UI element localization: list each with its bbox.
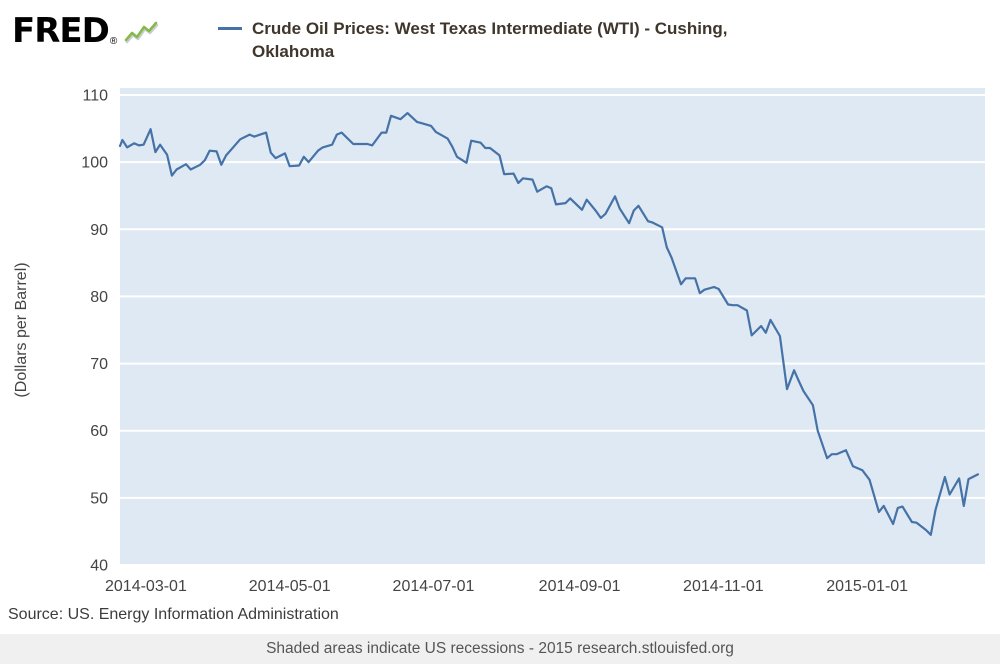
fred-logo-text: FRED — [12, 11, 110, 51]
y-tick-label-90: 90 — [90, 222, 108, 239]
registered-trademark: ® — [109, 36, 118, 47]
header: FRED ® Crude Oil Prices: West Texas Inte… — [0, 0, 1000, 85]
y-tick-label-40: 40 — [90, 558, 108, 575]
y-tick-label-60: 60 — [90, 423, 108, 440]
chart-legend: Crude Oil Prices: West Texas Intermediat… — [218, 18, 727, 64]
x-tick-label-2014-07-01: 2014-07-01 — [393, 578, 475, 595]
series-title-line2: Oklahoma — [252, 41, 335, 61]
y-tick-label-70: 70 — [90, 356, 108, 373]
series-title: Crude Oil Prices: West Texas Intermediat… — [252, 18, 727, 64]
x-tick-label-2014-09-01: 2014-09-01 — [539, 578, 621, 595]
x-tick-label-2015-01-01: 2015-01-01 — [826, 578, 908, 595]
fred-logo-sparkline-icon — [124, 21, 159, 44]
y-axis-title: (Dollars per Barrel) — [13, 262, 30, 397]
price-line-series — [118, 112, 979, 536]
plot-layer: 40 50 60 70 80 90 100 110 2014-03-01 2014-05-01 20… — [81, 88, 985, 595]
x-tick-label-2014-11-01: 2014-11-01 — [683, 578, 764, 595]
y-tick-label-80: 80 — [90, 289, 108, 306]
x-tick-label-2014-03-01: 2014-03-01 — [105, 578, 187, 595]
x-tick-label-2014-05-01: 2014-05-01 — [249, 578, 331, 595]
source-note: Source: US. Energy Information Administr… — [8, 606, 339, 623]
series-title-line1: Crude Oil Prices: West Texas Intermediat… — [252, 19, 728, 38]
y-tick-label-110: 110 — [82, 88, 108, 105]
recession-note: Shaded areas indicate US recessions - 20… — [0, 634, 1000, 664]
y-tick-label-100: 100 — [81, 155, 108, 172]
plot-background — [120, 88, 985, 565]
legend-line-swatch — [218, 27, 242, 30]
price-chart: 40 50 60 70 80 90 100 110 2014-03-01 2014-05-01 20… — [13, 88, 985, 595]
fred-logo: FRED ® — [12, 14, 159, 48]
y-tick-label-50: 50 — [90, 490, 108, 507]
